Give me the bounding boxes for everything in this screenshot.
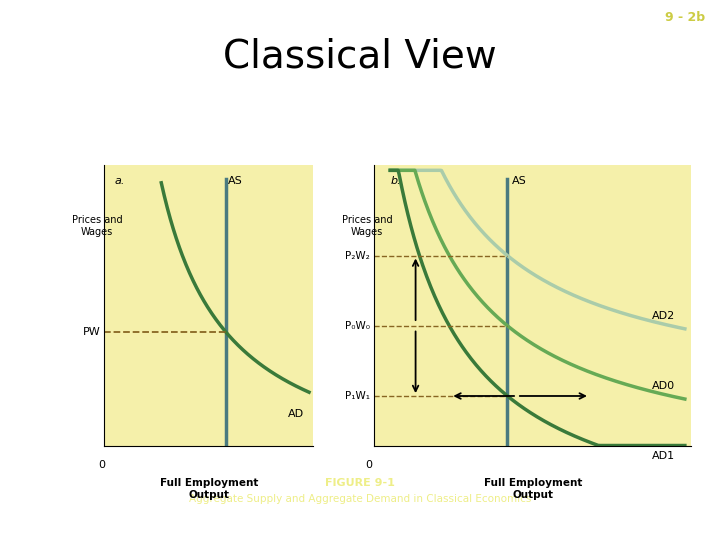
- Text: P₁W₁: P₁W₁: [345, 391, 369, 401]
- Text: P₂W₂: P₂W₂: [345, 251, 369, 261]
- Text: b.: b.: [390, 176, 401, 186]
- Text: Prices and
Wages: Prices and Wages: [72, 215, 122, 237]
- Text: AS: AS: [228, 176, 243, 186]
- Text: 9 - 2b: 9 - 2b: [665, 11, 706, 24]
- Text: Aggregate Supply and Aggregate Demand in Classical Economics: Aggregate Supply and Aggregate Demand in…: [189, 494, 531, 504]
- Text: PW: PW: [83, 327, 100, 336]
- Text: AS: AS: [512, 176, 527, 186]
- Text: Full Employment
Output: Full Employment Output: [484, 478, 582, 500]
- Text: a.: a.: [115, 176, 125, 186]
- Text: Prices and
Wages: Prices and Wages: [342, 215, 392, 237]
- Text: Full Employment
Output: Full Employment Output: [160, 478, 258, 500]
- Text: AD: AD: [288, 409, 305, 420]
- Text: 0: 0: [365, 460, 372, 470]
- Text: AD2: AD2: [652, 311, 675, 321]
- Text: AD1: AD1: [652, 451, 675, 461]
- Text: AD0: AD0: [652, 381, 675, 391]
- Text: Classical View: Classical View: [223, 38, 497, 76]
- Text: FIGURE 9-1: FIGURE 9-1: [325, 478, 395, 488]
- Text: 0: 0: [98, 460, 105, 470]
- Text: P₀W₀: P₀W₀: [345, 321, 369, 331]
